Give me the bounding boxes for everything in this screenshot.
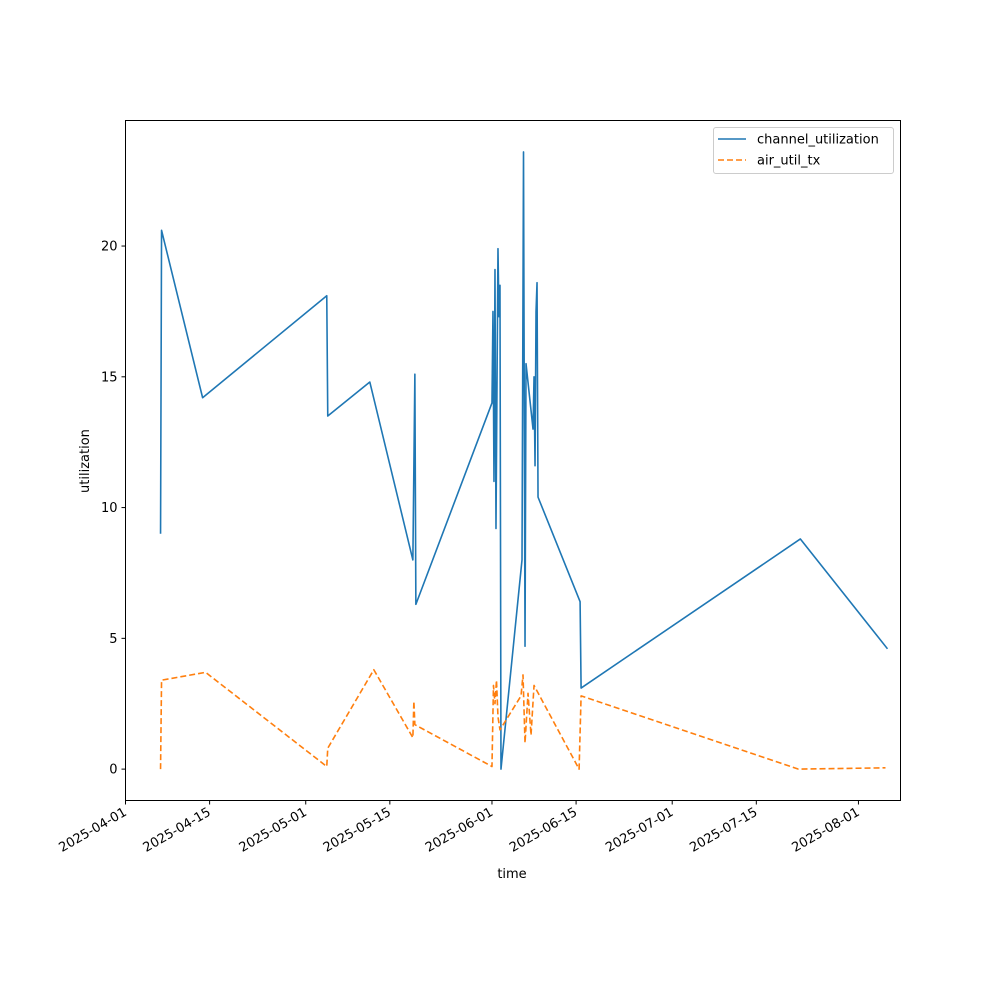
x-tick-label: 2025-05-01 — [237, 805, 310, 856]
legend-box — [713, 127, 894, 174]
series-line-air-util-tx — [159, 668, 886, 770]
legend-label-channel-utilization: channel_utilization — [757, 133, 879, 148]
plot-marks — [159, 151, 889, 770]
x-tick-label: 2025-04-15 — [141, 805, 214, 856]
legend-label-air-util-tx: air_util_tx — [757, 154, 821, 169]
x-axis-label: time — [497, 867, 526, 882]
y-tick-label: 20 — [101, 240, 118, 255]
x-axis: 2025-04-01 2025-04-15 2025-05-01 2025-05-15… — [57, 800, 863, 856]
x-tick-label: 2025-07-01 — [603, 805, 676, 856]
x-tick-label: 2025-06-15 — [507, 805, 580, 856]
y-axis: 0 5 10 15 20 — [101, 240, 126, 778]
x-tick-label: 2025-04-01 — [57, 805, 130, 856]
x-tick-label: 2025-07-15 — [687, 805, 760, 856]
y-tick-label: 5 — [109, 632, 117, 647]
x-tick-label: 2025-08-01 — [790, 805, 863, 856]
y-tick-label: 10 — [101, 501, 118, 516]
y-axis-label: utilization — [78, 429, 93, 493]
legend: channel_utilization air_util_tx — [713, 127, 894, 174]
y-tick-label: 15 — [101, 370, 118, 385]
y-tick-label: 0 — [109, 763, 117, 778]
x-tick-label: 2025-05-15 — [321, 805, 394, 856]
plot-frame — [125, 120, 901, 801]
x-tick-label: 2025-06-01 — [423, 805, 496, 856]
series-line-channel-utilization — [159, 151, 889, 770]
